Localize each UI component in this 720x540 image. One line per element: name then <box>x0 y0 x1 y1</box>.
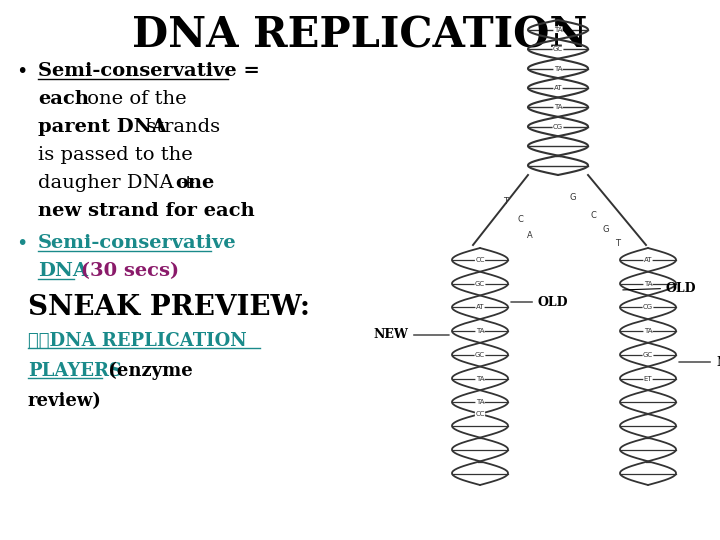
Text: CG: CG <box>643 305 653 310</box>
Text: NEW: NEW <box>679 355 720 368</box>
Text: (30 secs): (30 secs) <box>74 262 179 280</box>
Text: C: C <box>590 211 596 219</box>
Text: C: C <box>517 215 523 225</box>
Text: GC: GC <box>553 46 563 52</box>
Text: OLD: OLD <box>510 295 569 308</box>
Text: AT: AT <box>644 257 652 263</box>
Text: TA: TA <box>554 104 562 110</box>
Text: CC: CC <box>475 411 485 417</box>
Text: TA: TA <box>554 65 562 72</box>
Text: CC: CC <box>475 257 485 263</box>
Text: •: • <box>16 234 27 253</box>
Text: is passed to the: is passed to the <box>38 146 193 164</box>
Text: TA: TA <box>476 400 485 406</box>
Text: TA: TA <box>644 328 652 334</box>
Text: one: one <box>175 174 215 192</box>
Text: G: G <box>570 193 576 202</box>
Text: new strand for each: new strand for each <box>38 202 255 220</box>
Text: G: G <box>603 226 609 234</box>
Text: A: A <box>527 231 533 240</box>
Text: ET: ET <box>644 376 652 382</box>
Text: (enzyme: (enzyme <box>102 362 193 380</box>
Text: T: T <box>503 198 508 206</box>
Text: Semi-conservative =: Semi-conservative = <box>38 62 260 80</box>
Text: GC: GC <box>643 352 653 358</box>
Text: SNEAK PREVIEW:: SNEAK PREVIEW: <box>28 294 310 321</box>
Text: each: each <box>38 90 89 108</box>
Text: AT: AT <box>554 85 562 91</box>
Text: CG: CG <box>553 124 563 130</box>
Text: PLAYERS: PLAYERS <box>28 362 122 380</box>
Text: strands: strands <box>140 118 220 136</box>
Text: GC: GC <box>475 352 485 358</box>
Text: one of the: one of the <box>81 90 186 108</box>
Text: TA: TA <box>554 26 562 33</box>
Text: GC: GC <box>475 281 485 287</box>
Text: daugher DNA +: daugher DNA + <box>38 174 202 192</box>
Text: AT: AT <box>476 305 485 310</box>
Text: ⓘⓘDNA REPLICATION: ⓘⓘDNA REPLICATION <box>28 332 247 350</box>
Text: DNA: DNA <box>38 262 88 280</box>
Text: TA: TA <box>644 281 652 287</box>
Text: TA: TA <box>476 328 485 334</box>
Text: •: • <box>16 62 27 81</box>
Text: parent DNA: parent DNA <box>38 118 167 136</box>
Text: OLD: OLD <box>623 281 696 294</box>
Text: T: T <box>616 240 621 248</box>
Text: review): review) <box>28 392 102 410</box>
Text: DNA REPLICATION: DNA REPLICATION <box>132 15 588 57</box>
Text: Semi-conservative: Semi-conservative <box>38 234 237 252</box>
Text: NEW: NEW <box>373 328 449 341</box>
Text: TA: TA <box>476 376 485 382</box>
